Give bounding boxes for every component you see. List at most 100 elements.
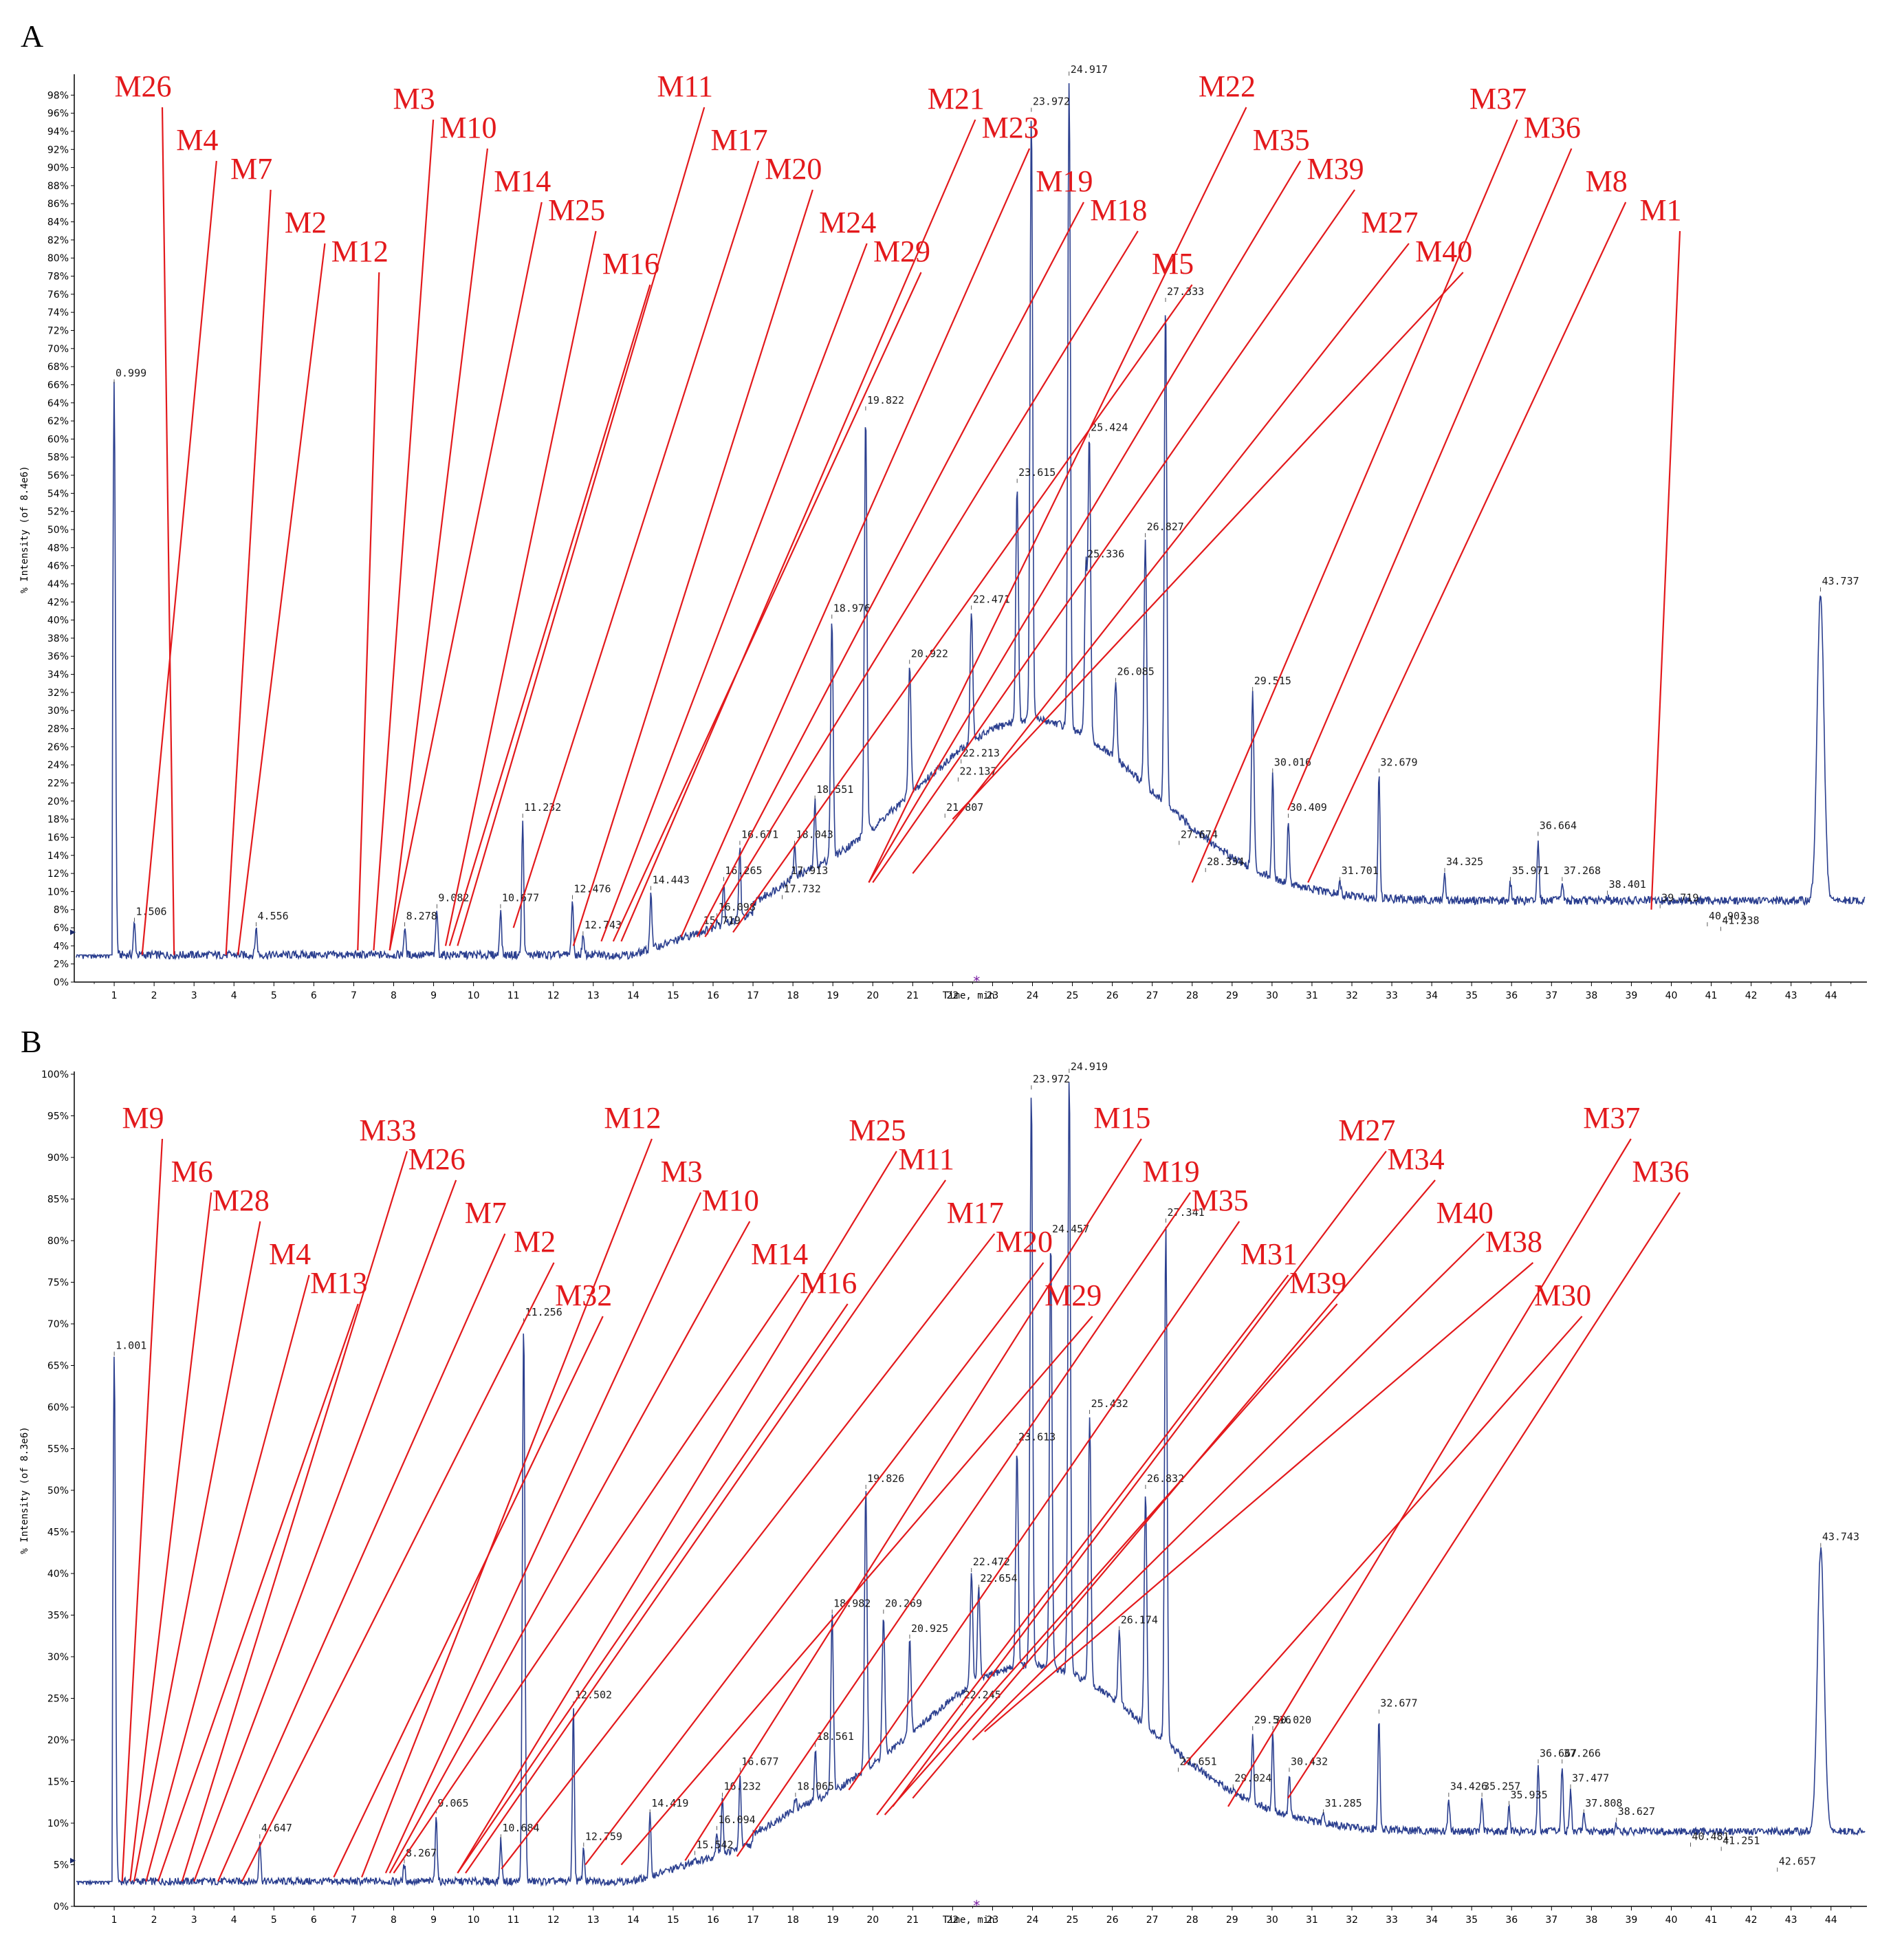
metabolite-label: M19 [1036,164,1093,198]
annotation-leader-line [157,1303,359,1882]
x-tick-label: 39 [1626,1915,1638,1926]
x-tick-label: 22 [946,1915,959,1926]
x-tick-label: 17 [747,990,759,1001]
annotation-leader-line [393,1274,800,1874]
peak-label: 4.647 [261,1822,292,1834]
peak-label: 24.917 [1071,63,1108,76]
peak-label: 23.972 [1033,96,1070,108]
y-tick-label: 82% [47,235,69,246]
metabolite-label: M28 [212,1184,270,1217]
peak-label: 43.737 [1822,575,1859,587]
peak-label: 17.913 [791,864,828,877]
annotation-leader-line [848,1221,1240,1791]
y-tick-label: 14% [47,851,69,862]
peak-label: 27.333 [1167,285,1204,298]
metabolite-label: M16 [602,247,659,281]
annotation-leader-line [696,202,1084,937]
y-tick-label: 80% [47,253,69,264]
metabolite-label: M17 [947,1196,1004,1230]
y-tick-label: 80% [47,1236,69,1247]
x-tick-label: 31 [1306,990,1318,1001]
annotation-leader-line [872,189,1355,883]
peak-label: 37.266 [1564,1747,1601,1759]
peak-label: 16.098 [719,901,756,913]
x-tick-label: 16 [707,990,719,1001]
y-tick-label: 35% [47,1611,69,1622]
annotation-leader-line [704,230,1139,937]
y-tick-label: 95% [47,1111,69,1122]
annotation-leader-line [612,272,922,942]
y-tick-label: 60% [47,434,69,445]
peak-label: 10.677 [502,892,539,904]
metabolite-label: M7 [465,1196,507,1230]
annotation-leader-line [457,1303,849,1874]
chromatogram-panel-a: 0%2%4%6%8%10%12%14%16%18%20%22%24%26%28%… [19,63,1867,1001]
metabolite-label: M3 [661,1155,703,1188]
peak-label: 22.213 [963,747,1000,759]
metabolite-label: M17 [710,123,767,157]
peak-label: 9.082 [438,892,469,904]
event-marker: * [973,973,980,990]
annotation-leader-line [684,1138,1142,1862]
x-tick-label: 18 [787,990,799,1001]
x-tick-label: 10 [468,1915,480,1926]
annotation-leader-line [620,1316,1093,1866]
annotation-leader-line [193,1179,457,1882]
peak-label: 15.719 [703,915,741,927]
peak-label: 9.065 [437,1797,468,1809]
metabolite-label: M29 [873,235,930,268]
x-tick-label: 14 [627,990,640,1001]
x-tick-label: 3 [191,1915,197,1926]
x-tick-label: 32 [1346,1915,1358,1926]
peak-label: 8.278 [406,910,437,922]
metabolite-label: M40 [1415,235,1472,268]
x-tick-label: 36 [1505,1915,1518,1926]
chromatogram-panel-b: 0%5%10%15%20%25%30%35%40%45%50%55%60%65%… [19,1060,1867,1926]
peak-label: 20.269 [885,1598,922,1610]
peak-label: 30.409 [1290,801,1327,814]
y-axis-title: % Intensity (of 8.4e6) [19,466,30,593]
peak-label: 14.443 [653,873,690,886]
x-tick-label: 11 [507,990,520,1001]
x-tick-label: 35 [1465,1915,1478,1926]
annotation-leader-line [121,1138,164,1882]
x-tick-label: 26 [1106,990,1119,1001]
annotation-leader-line [912,243,1410,874]
x-tick-label: 38 [1585,1915,1597,1926]
y-tick-label: 4% [54,941,69,952]
peak-label: 34.426 [1450,1781,1487,1793]
y-tick-label: 30% [47,706,69,717]
annotation-leader-line [600,243,868,942]
y-tick-label: 70% [47,344,69,355]
x-tick-label: 27 [1146,990,1159,1001]
y-tick-label: 20% [47,1735,69,1746]
annotation-leader-line [133,1221,261,1882]
metabolite-label: M19 [1143,1155,1200,1188]
y-tick-label: 34% [47,670,69,681]
y-tick-label: 48% [47,543,69,554]
annotation-leader-line [373,119,435,951]
peak-label: 22.137 [959,765,996,777]
annotation-leader-line [129,1192,212,1882]
y-tick-label: 10% [47,886,69,897]
metabolite-label: M21 [928,82,985,116]
y-tick-label: 68% [47,362,69,373]
x-tick-label: 20 [866,1915,879,1926]
metabolite-label: M3 [393,82,435,116]
y-tick-label: 42% [47,597,69,608]
metabolite-label: M6 [171,1155,213,1188]
peak-label: 11.232 [524,801,561,814]
y-tick-label: 16% [47,832,69,843]
trace-line [76,83,1866,961]
metabolite-label: M4 [269,1237,311,1271]
x-tick-label: 42 [1745,990,1758,1001]
trace-line-a [76,83,1866,961]
y-tick-label: 70% [47,1319,69,1330]
annotation-leader-line [357,272,380,950]
y-tick-label: 32% [47,688,69,699]
annotation-leader-line [1650,230,1681,910]
peak-label: 25.424 [1091,421,1128,433]
x-tick-label: 2 [151,990,157,1001]
annotation-leader-line [1191,119,1518,883]
